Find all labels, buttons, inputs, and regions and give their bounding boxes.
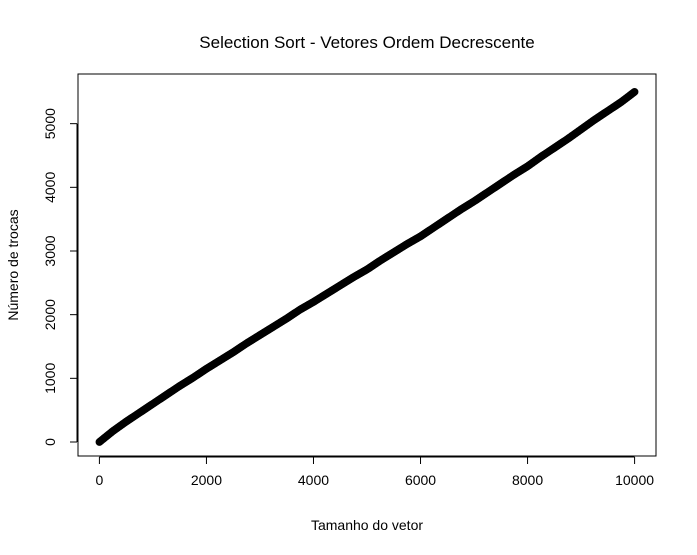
y-tick-label: 4000 <box>42 172 58 203</box>
x-tick-label: 6000 <box>405 472 436 488</box>
y-tick-label: 3000 <box>42 235 58 266</box>
x-axis: 0 2000 4000 6000 8000 10000 <box>96 456 654 488</box>
y-axis-label: Número de trocas <box>5 209 21 320</box>
x-tick-label: 2000 <box>191 472 222 488</box>
y-tick-label: 0 <box>42 438 58 446</box>
data-points <box>95 87 639 446</box>
x-tick-label: 4000 <box>298 472 329 488</box>
data-point <box>630 87 639 96</box>
x-tick-label: 0 <box>96 472 104 488</box>
y-tick-label: 1000 <box>42 363 58 394</box>
y-tick-label: 2000 <box>42 299 58 330</box>
x-tick-label: 10000 <box>615 472 654 488</box>
y-tick-label: 5000 <box>42 108 58 139</box>
x-tick-label: 8000 <box>512 472 543 488</box>
plot-area-frame <box>77 73 657 457</box>
chart-title: Selection Sort - Vetores Ordem Decrescen… <box>199 33 534 52</box>
y-axis: 0 1000 2000 3000 4000 5000 <box>42 108 78 446</box>
x-axis-label: Tamanho do vetor <box>311 517 423 533</box>
